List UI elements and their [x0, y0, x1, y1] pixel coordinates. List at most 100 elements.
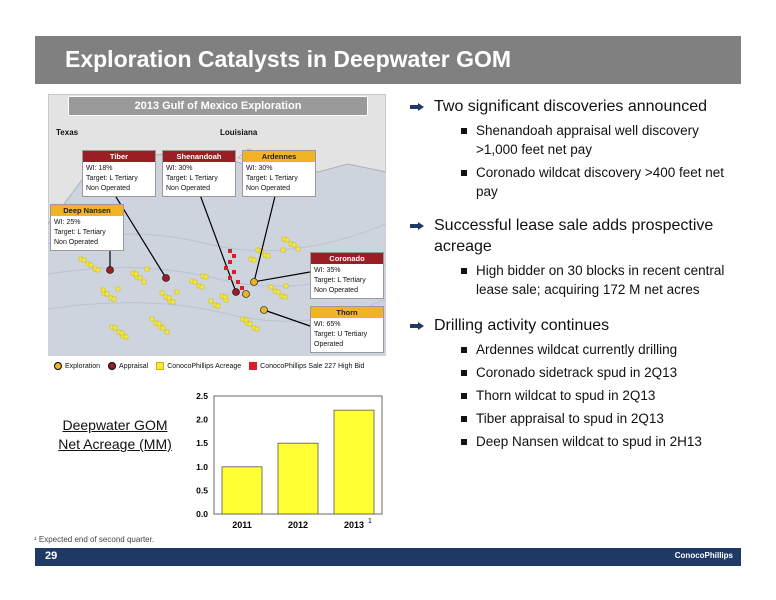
callout-target: Target: L Tertiary [166, 175, 218, 182]
acreage-block [203, 274, 209, 280]
chart-svg: 0.0 0.5 1.0 1.5 2.0 2.5 2011 2012 2013 1 [196, 391, 383, 530]
acreage-block [104, 291, 110, 297]
acreage-block [149, 316, 155, 322]
callout-title: Coronado [311, 253, 383, 264]
acreage-chart: 0.0 0.5 1.0 1.5 2.0 2.5 2011 2012 2013 1 [180, 388, 390, 538]
arrow-bullet-icon [410, 103, 424, 111]
callout-tiber: Tiber WI: 18% Target: L Tertiary Non Ope… [82, 150, 156, 197]
callout-target: Target: L Tertiary [246, 175, 298, 182]
acreage-block [144, 266, 150, 272]
sub-bullet-text: Deep Nansen wildcat to spud in 2H13 [476, 434, 702, 449]
acreage-block [88, 262, 94, 268]
square-bullet-icon [461, 170, 467, 176]
acreage-block [123, 334, 129, 340]
bar-2013 [333, 409, 375, 515]
y-tick-label: 1.0 [196, 462, 208, 472]
page-number: 29 [45, 550, 58, 562]
bar-2011 [221, 466, 263, 515]
sub-bullet-text: Tiber appraisal to spud in 2Q13 [476, 411, 664, 426]
bullet-lease-sale: Successful lease sale adds prospective a… [410, 215, 740, 299]
sub-bullet-text: Coronado wildcat discovery >400 feet net… [476, 165, 725, 199]
callout-wi: WI: 18% [86, 165, 113, 172]
acreage-block [254, 326, 260, 332]
chart-label: Deepwater GOM Net Acreage (MM) [58, 417, 172, 452]
sub-bullet: Coronado sidetrack spud in 2Q13 [434, 363, 740, 382]
callout-coronado: Coronado WI: 35% Target: L Tertiary Non … [310, 252, 384, 299]
square-bullet-icon [461, 347, 467, 353]
sub-bullet: Tiber appraisal to spud in 2Q13 [434, 409, 740, 428]
legend-label: ConocoPhillips Sale 227 High Bid [260, 362, 365, 370]
acreage-block [265, 253, 271, 259]
legend-label: Appraisal [119, 362, 149, 370]
map-graphic [48, 94, 386, 340]
legend-item-appraisal: Appraisal [108, 362, 148, 370]
state-label-texas: Texas [56, 128, 79, 137]
acreage-block [95, 267, 101, 273]
square-bullet-icon [461, 370, 467, 376]
acreage-block [199, 284, 205, 290]
arrow-bullet-icon [410, 322, 424, 330]
acreage-block [133, 271, 139, 277]
bullet-discoveries: Two significant discoveries announced Sh… [410, 96, 740, 201]
callout-status: Non Operated [86, 185, 130, 192]
square-bullet-icon [461, 416, 467, 422]
sub-bullet: Deep Nansen wildcat to spud in 2H13 [434, 432, 740, 451]
callout-shenandoah: Shenandoah WI: 30% Target: L Tertiary No… [162, 150, 236, 197]
callout-status: Non Operated [166, 185, 210, 192]
acreage-block [111, 296, 117, 302]
x-tick-label: 2012 [288, 520, 308, 530]
callout-wi: WI: 30% [166, 165, 193, 172]
callout-ardennes: Ardennes WI: 30% Target: L Tertiary Non … [242, 150, 316, 197]
footer-bar: 29 ConocoPhillips [35, 548, 741, 566]
acreage-block [119, 330, 125, 336]
square-bullet-icon [461, 393, 467, 399]
callout-title: Deep Nansen [51, 205, 123, 216]
acreage-block [247, 321, 253, 327]
acreage-block [243, 317, 249, 323]
bullet-list: Two significant discoveries announced Sh… [410, 96, 740, 455]
acreage-block [81, 257, 87, 263]
acreage-block [156, 321, 162, 327]
sub-bullet-text: High bidder on 30 blocks in recent centr… [476, 263, 725, 297]
x-tick-label: 2011 [232, 520, 252, 530]
slide-title: Exploration Catalysts in Deepwater GOM [65, 46, 512, 72]
acreage-block [295, 246, 301, 252]
acreage-block [215, 303, 221, 309]
callout-title: Tiber [83, 151, 155, 162]
acreage-block [283, 283, 289, 289]
acreage-block [137, 275, 143, 281]
bullet-text: Drilling activity continues [434, 317, 610, 334]
acreage-block [159, 290, 165, 296]
state-label-louisiana: Louisiana [220, 128, 258, 137]
callout-title: Shenandoah [163, 151, 235, 162]
acreage-block [282, 294, 288, 300]
appraisal-marker-icon [108, 362, 117, 370]
acreage-block [251, 257, 257, 263]
bar-2012 [277, 442, 319, 515]
footnote: ¹ Expected end of second quarter. [34, 535, 155, 544]
acreage-block [192, 279, 198, 285]
acreage-block [164, 329, 170, 335]
sub-bullet-text: Coronado sidetrack spud in 2Q13 [476, 365, 678, 380]
acreage-block [100, 287, 106, 293]
callout-status: Non Operated [246, 185, 290, 192]
callout-wi: WI: 30% [246, 165, 273, 172]
acreage-block [115, 286, 121, 292]
sub-bullet-text: Ardennes wildcat currently drilling [476, 342, 678, 357]
exploration-marker-icon [54, 362, 62, 370]
acreage-block [291, 242, 297, 248]
sub-bullet: Ardennes wildcat currently drilling [434, 340, 740, 359]
y-tick-label: 1.5 [196, 438, 208, 448]
acreage-block [275, 289, 281, 295]
title-bar: Exploration Catalysts in Deepwater GOM [35, 36, 741, 84]
square-bullet-icon [461, 268, 467, 274]
sub-bullet-text: Thorn wildcat to spud in 2Q13 [476, 388, 656, 403]
map-legend: Exploration Appraisal ConocoPhillips Acr… [54, 359, 372, 373]
acreage-block [284, 237, 290, 243]
acreage-block [268, 284, 274, 290]
high-bid-swatch-icon [249, 362, 258, 370]
company-logo: ConocoPhillips [674, 551, 733, 560]
acreage-block [141, 279, 147, 285]
bullet-text: Successful lease sale adds prospective a… [434, 217, 714, 255]
acreage-block [174, 289, 180, 295]
